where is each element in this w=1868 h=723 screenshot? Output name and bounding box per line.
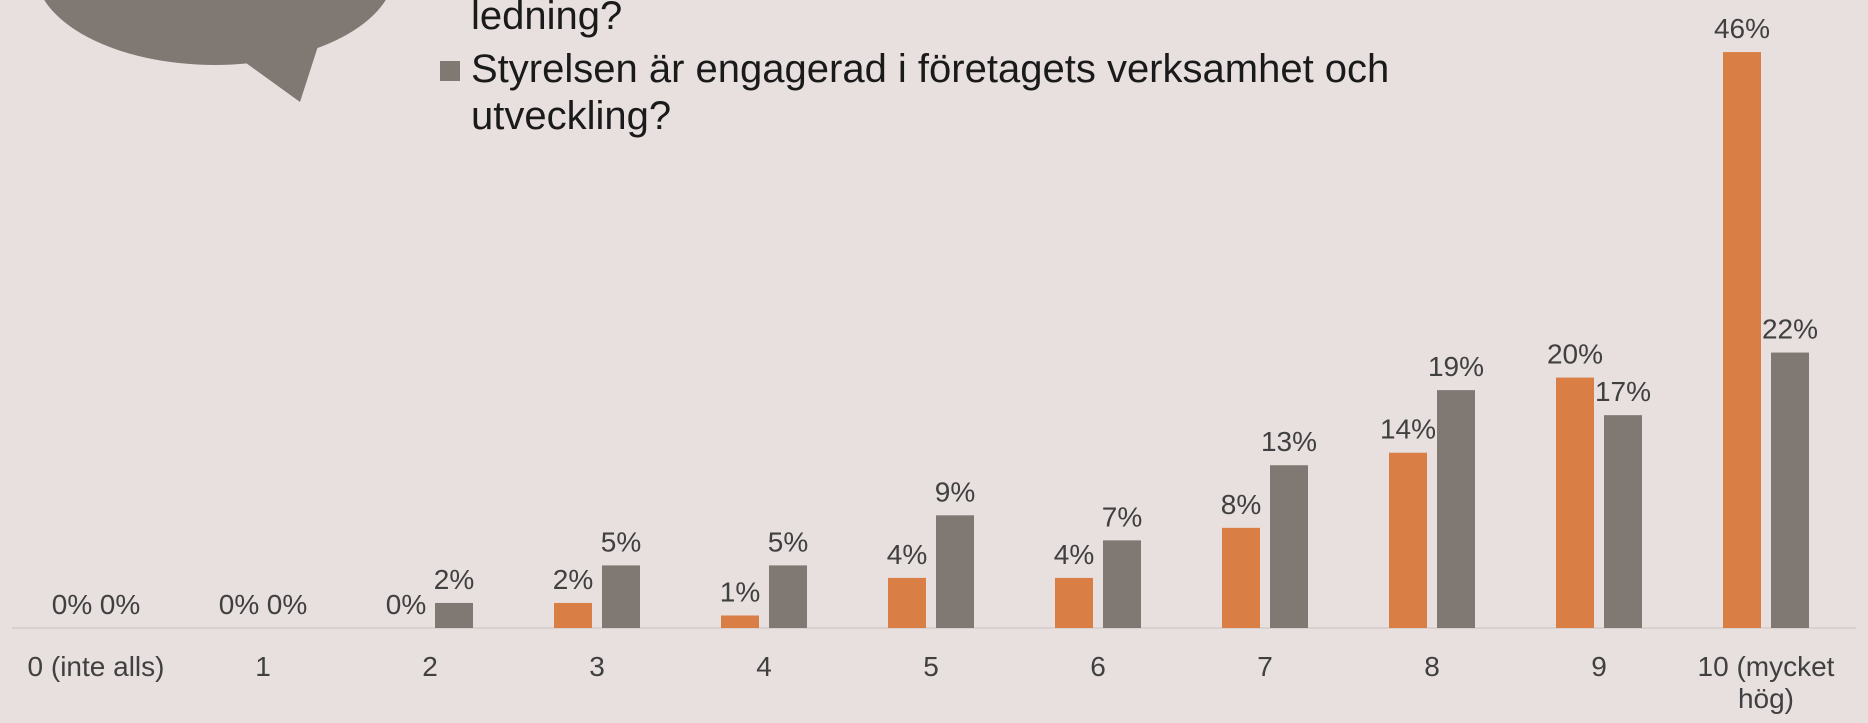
bar bbox=[1437, 390, 1475, 628]
data-label: 46% bbox=[1714, 13, 1770, 44]
bar bbox=[1556, 378, 1594, 628]
data-label: 5% bbox=[768, 526, 808, 557]
data-label: 19% bbox=[1428, 351, 1484, 382]
page: {"chart_data": {"type": "bar", "categori… bbox=[0, 0, 1868, 723]
legend-marker bbox=[440, 61, 460, 81]
bar bbox=[936, 515, 974, 628]
x-tick-label: 6 bbox=[1015, 651, 1181, 683]
x-tick-label: 7 bbox=[1182, 651, 1348, 683]
x-tick-label: 2 bbox=[347, 651, 513, 683]
bar bbox=[1103, 540, 1141, 628]
bar bbox=[602, 565, 640, 628]
data-label: 20% bbox=[1547, 339, 1603, 370]
x-tick-label: 0 (inte alls) bbox=[13, 651, 179, 683]
x-tick-label: 10 (mycket hög) bbox=[1683, 651, 1849, 715]
data-label: 0% bbox=[386, 589, 426, 620]
data-label: 2% bbox=[553, 564, 593, 595]
bar bbox=[1222, 528, 1260, 628]
bar bbox=[1055, 578, 1093, 628]
x-tick-label: 5 bbox=[848, 651, 1014, 683]
bar bbox=[554, 603, 592, 628]
data-label: 0% bbox=[100, 589, 140, 620]
x-tick-label: 1 bbox=[180, 651, 346, 683]
legend-label: Styrelsen är engagerad i företagets verk… bbox=[471, 46, 1471, 140]
x-tick-label: 3 bbox=[514, 651, 680, 683]
bar bbox=[1389, 453, 1427, 628]
data-label: 4% bbox=[887, 539, 927, 570]
speech-bubble bbox=[35, 0, 395, 65]
x-tick-label: 8 bbox=[1349, 651, 1515, 683]
data-label: 0% bbox=[219, 589, 259, 620]
legend-label: ledning? bbox=[471, 0, 622, 40]
data-label: 5% bbox=[601, 526, 641, 557]
data-label: 0% bbox=[267, 589, 307, 620]
data-label: 8% bbox=[1221, 489, 1261, 520]
bar bbox=[1604, 415, 1642, 628]
data-label: 0% bbox=[52, 589, 92, 620]
data-label: 22% bbox=[1762, 314, 1818, 345]
bar bbox=[769, 565, 807, 628]
data-label: 7% bbox=[1102, 501, 1142, 532]
data-label: 4% bbox=[1054, 539, 1094, 570]
data-label: 14% bbox=[1380, 414, 1436, 445]
x-tick-label: 9 bbox=[1516, 651, 1682, 683]
bar bbox=[721, 615, 759, 628]
data-label: 13% bbox=[1261, 426, 1317, 457]
data-label: 9% bbox=[935, 476, 975, 507]
bar bbox=[1771, 353, 1809, 628]
bar bbox=[435, 603, 473, 628]
bar bbox=[1270, 465, 1308, 628]
data-label: 17% bbox=[1595, 376, 1651, 407]
bar bbox=[888, 578, 926, 628]
bar bbox=[1723, 52, 1761, 628]
data-label: 2% bbox=[434, 564, 474, 595]
x-tick-label: 4 bbox=[681, 651, 847, 683]
data-label: 1% bbox=[720, 576, 760, 607]
